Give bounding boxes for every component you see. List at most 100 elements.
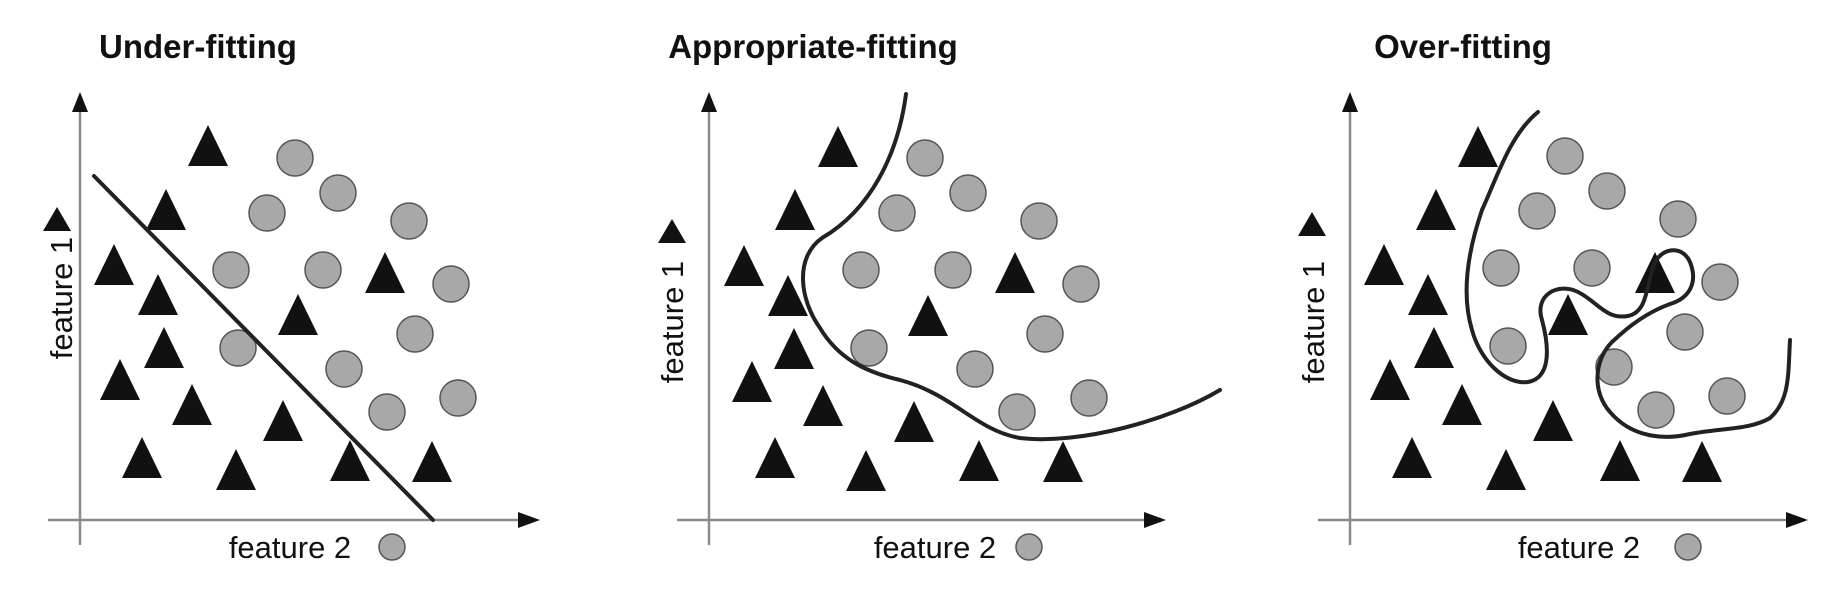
triangle-point [144, 327, 184, 368]
circle-points [1482, 137, 1746, 429]
triangle-point [1370, 359, 1410, 400]
circle-point [1482, 249, 1520, 287]
triangle-point [188, 125, 228, 166]
triangle-point [365, 252, 405, 293]
triangle-point [94, 244, 134, 285]
triangle-point [995, 252, 1035, 293]
triangle-point [1635, 252, 1675, 293]
triangle-point [1408, 274, 1448, 315]
panel-appropriate-fitting: Appropriate-fitting feature 2 feature 1 [655, 28, 1222, 565]
triangle-point [818, 126, 858, 167]
circle-point [396, 315, 434, 353]
decision-boundary-line [92, 174, 435, 522]
circle-point [432, 265, 470, 303]
y-axis-label: feature 1 [44, 237, 79, 359]
y-axis-class-triangle-icon [658, 219, 686, 243]
triangle-point [1682, 441, 1722, 482]
circle-point [1588, 172, 1626, 210]
triangle-point [1533, 400, 1573, 441]
triangle-point [803, 385, 843, 426]
y-axis-label: feature 1 [655, 261, 690, 383]
x-axis-label: feature 2 [1518, 530, 1640, 565]
circle-point [906, 139, 944, 177]
decision-boundary-curve [801, 92, 1222, 442]
circle-point [1546, 137, 1584, 175]
circle-point [390, 202, 428, 240]
circle-point [304, 251, 342, 289]
triangle-point [263, 400, 303, 441]
triangle-point [1364, 244, 1404, 285]
panel-under-fitting: Under-fitting feature 2 feature 1 [43, 28, 540, 565]
circle-point [934, 251, 972, 289]
triangle-point [774, 328, 814, 369]
triangle-point [1548, 294, 1588, 335]
circle-point [1637, 391, 1675, 429]
circle-point [319, 174, 357, 212]
circle-point [1070, 379, 1108, 417]
circle-point [1659, 200, 1697, 238]
circle-point [1020, 202, 1058, 240]
triangle-point [894, 401, 934, 442]
triangle-points [1364, 126, 1722, 490]
circle-point [368, 393, 406, 431]
x-axis-arrow-icon [518, 512, 540, 528]
triangle-point [1442, 384, 1482, 425]
triangle-point [1416, 189, 1456, 230]
triangle-point [330, 440, 370, 481]
triangle-points [724, 126, 1083, 491]
triangle-point [412, 441, 452, 482]
x-axis-arrow-icon [1144, 512, 1166, 528]
circle-point [325, 350, 363, 388]
triangle-point [278, 294, 318, 335]
triangle-point [1392, 437, 1432, 478]
triangle-point [216, 449, 256, 490]
circle-point [850, 329, 888, 367]
triangle-point [138, 274, 178, 315]
circle-point [1666, 313, 1704, 351]
circle-point [1518, 192, 1556, 230]
x-axis-label: feature 2 [874, 530, 996, 565]
circle-point [219, 329, 257, 367]
triangle-point [1600, 440, 1640, 481]
panel-title: Under-fitting [99, 28, 297, 65]
triangle-point [768, 275, 808, 316]
triangle-point [146, 189, 186, 230]
circle-point [1026, 315, 1064, 353]
circle-point [276, 139, 314, 177]
panel-over-fitting: Over-fitting feature 2 feature 1 [1296, 28, 1808, 565]
circle-point [1708, 377, 1746, 415]
y-axis-arrow-icon [72, 92, 88, 112]
triangle-point [1414, 327, 1454, 368]
x-axis-arrow-icon [1786, 512, 1808, 528]
triangle-point [1043, 441, 1083, 482]
triangle-point [100, 359, 140, 400]
circle-point [842, 251, 880, 289]
x-axis-class-circle-icon [1674, 533, 1702, 561]
circle-points [212, 139, 477, 431]
triangle-point [775, 189, 815, 230]
triangle-point [1486, 449, 1526, 490]
triangle-point [908, 295, 948, 336]
y-axis-arrow-icon [701, 92, 717, 112]
circle-point [1573, 249, 1611, 287]
circle-point [949, 174, 987, 212]
circle-point [212, 251, 250, 289]
y-axis-label: feature 1 [1296, 261, 1331, 383]
panel-title: Appropriate-fitting [668, 28, 958, 65]
triangle-point [755, 437, 795, 478]
circle-point [1489, 327, 1527, 365]
circle-point [998, 393, 1036, 431]
circle-point [1062, 265, 1100, 303]
triangle-point [724, 245, 764, 286]
circle-point [439, 379, 477, 417]
x-axis-label: feature 2 [229, 530, 351, 565]
triangle-point [732, 361, 772, 402]
triangle-point [959, 440, 999, 481]
circle-point [956, 350, 994, 388]
decision-boundary-curve [1464, 110, 1792, 439]
circle-point [878, 194, 916, 232]
triangle-point [1458, 126, 1498, 167]
triangle-point [122, 437, 162, 478]
circle-points [842, 139, 1108, 431]
